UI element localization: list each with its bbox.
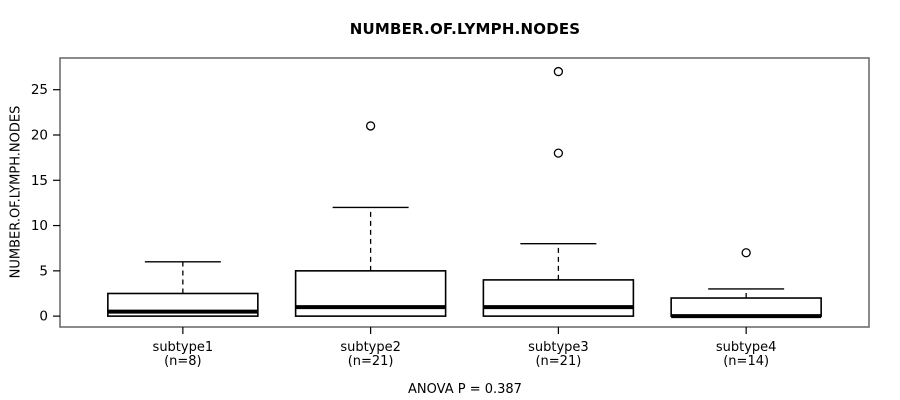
anova-p-value: ANOVA P = 0.387	[408, 382, 522, 397]
boxplot-subtype2: subtype2(n=21)	[294, 121, 447, 369]
x-label-subtype4: subtype4	[716, 340, 777, 355]
iqr-box	[294, 270, 447, 317]
outlier-point	[741, 248, 751, 258]
x-sublabel-subtype2: (n=21)	[348, 354, 394, 369]
y-tick-label: 5	[39, 263, 48, 279]
y-tick-label: 15	[31, 173, 48, 189]
chart-title: NUMBER.OF.LYMPH.NODES	[349, 20, 581, 38]
x-label-subtype1: subtype1	[153, 340, 214, 355]
boxplot-subtype3: subtype3(n=21)	[482, 66, 635, 369]
x-label-subtype2: subtype2	[340, 340, 401, 355]
x-sublabel-subtype1: (n=8)	[164, 354, 202, 369]
x-label-subtype3: subtype3	[528, 340, 589, 355]
iqr-box	[670, 297, 822, 317]
y-tick-label: 25	[31, 82, 48, 98]
y-tick-label: 0	[39, 309, 48, 325]
y-tick-label: 10	[31, 218, 48, 234]
outlier-point	[553, 66, 564, 77]
y-tick-label: 20	[31, 127, 48, 143]
plot-frame	[59, 57, 870, 328]
x-sublabel-subtype3: (n=21)	[535, 354, 581, 369]
boxplot-subtype1: subtype1(n=8)	[107, 261, 259, 369]
outlier-point	[365, 121, 376, 131]
x-sublabel-subtype4: (n=14)	[723, 354, 769, 369]
outlier-point	[553, 148, 564, 158]
boxplot-subtype4: subtype4(n=14)	[670, 248, 822, 369]
iqr-box	[482, 279, 635, 317]
